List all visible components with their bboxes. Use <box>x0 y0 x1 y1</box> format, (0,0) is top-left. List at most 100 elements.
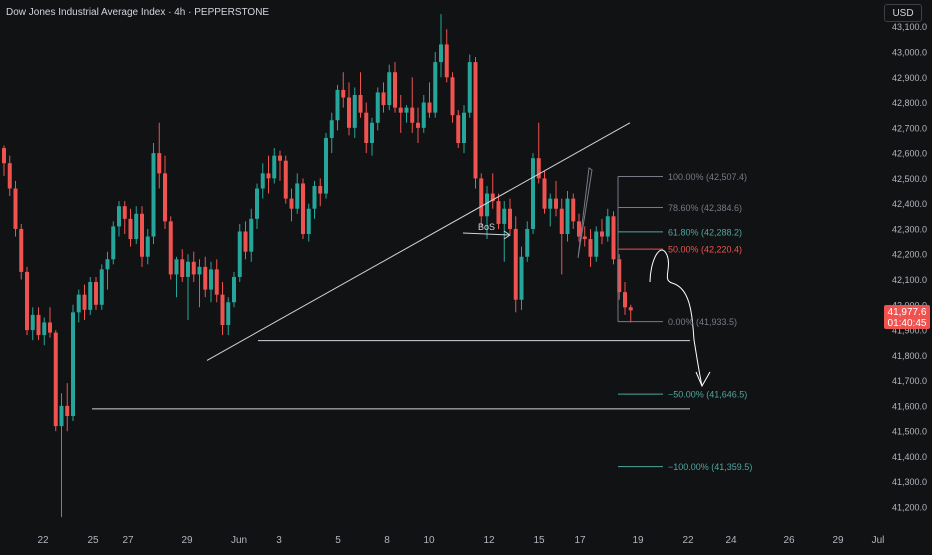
candle-body <box>266 173 271 179</box>
x-tick-label: 10 <box>423 535 435 546</box>
candle-body <box>145 236 150 257</box>
candle <box>387 64 392 111</box>
price-axis[interactable]: 41,200.0 41,300.0 41,400.0 41,500.0 41,600.0… <box>892 22 927 512</box>
currency-button[interactable]: USD <box>884 4 922 22</box>
candle-body <box>289 198 294 209</box>
candle-body <box>393 72 397 108</box>
candle <box>186 254 190 320</box>
candle <box>398 94 403 133</box>
time-axis[interactable]: 22 25 27 29 Jun 3 5 8 10 12 15 17 19 22 24 26 29 Jul <box>37 535 884 546</box>
fib-level-label: −50.00% (41,646.5) <box>668 390 747 400</box>
y-tick-label: 41,900.0 <box>892 326 927 336</box>
candle <box>416 107 420 143</box>
candle-body <box>513 228 518 300</box>
candle-body <box>30 314 35 331</box>
candle <box>410 77 415 133</box>
fib-level-label: −100.00% (41,359.5) <box>668 462 752 472</box>
candle <box>105 251 110 290</box>
candle-body <box>531 158 535 229</box>
x-tick-label: 26 <box>783 535 795 546</box>
candle-body <box>151 153 156 237</box>
candle-body <box>312 185 317 209</box>
candle <box>462 105 466 154</box>
candle <box>289 188 294 222</box>
candle-body <box>111 226 116 260</box>
y-tick-label: 42,700.0 <box>892 123 927 133</box>
y-tick-label: 41,800.0 <box>892 351 927 361</box>
candle <box>203 256 208 298</box>
candle-body <box>485 193 489 217</box>
candle-body <box>456 115 461 143</box>
candle-body <box>186 261 190 277</box>
candle <box>565 191 570 242</box>
candle-body <box>48 322 52 333</box>
candle <box>496 193 501 229</box>
candle-body <box>341 89 346 98</box>
candle <box>623 282 627 315</box>
x-tick-label: 25 <box>87 535 99 546</box>
candle <box>272 148 277 184</box>
candle-body <box>36 314 41 336</box>
x-tick-label: 24 <box>725 535 737 546</box>
candle <box>588 228 593 267</box>
candle-body <box>122 206 127 219</box>
candle-body <box>600 231 604 237</box>
candle <box>48 307 52 338</box>
fib-level-label: 61.80% (42,288.2) <box>668 227 742 237</box>
candle-body <box>565 198 570 234</box>
candle-body <box>301 183 305 234</box>
candle <box>25 266 29 336</box>
candle <box>404 105 409 123</box>
candle <box>82 284 87 320</box>
candle-body <box>571 198 576 222</box>
fib-level-label: 0.00% (41,933.5) <box>668 317 737 327</box>
candle <box>260 163 265 199</box>
candle-body <box>375 92 380 123</box>
candle-body <box>490 193 495 202</box>
candle-body <box>209 269 213 290</box>
candle-body <box>605 216 610 237</box>
fib-level-label: 50.00% (42,220.4) <box>668 245 742 255</box>
candle-body <box>65 405 70 416</box>
candle-body <box>168 221 173 275</box>
candle-body <box>59 405 64 427</box>
candle <box>220 282 225 336</box>
candle-body <box>94 282 98 305</box>
candle <box>157 122 162 189</box>
x-tick-label: 19 <box>632 535 644 546</box>
candle-body <box>71 312 75 416</box>
candle-body <box>582 236 587 240</box>
candle <box>88 276 93 315</box>
fibonacci-layer[interactable]: 100.00% (42,507.4) 78.60% (42,384.6) 61.80… <box>617 172 752 472</box>
y-tick-label: 42,300.0 <box>892 224 927 234</box>
candle-body <box>508 208 512 229</box>
y-tick-label: 42,600.0 <box>892 149 927 159</box>
candle-body <box>404 107 409 113</box>
candle-body <box>398 107 403 113</box>
candle <box>577 213 581 242</box>
candle-body <box>174 259 179 275</box>
candle <box>329 112 334 154</box>
x-tick-label: 17 <box>574 535 586 546</box>
candle-body <box>260 173 265 189</box>
candle <box>571 193 576 229</box>
bos-arrowhead <box>503 230 511 240</box>
candle-body <box>444 44 449 78</box>
candle-body <box>19 228 24 272</box>
candle <box>174 256 179 298</box>
chart-title: Dow Jones Industrial Average Index · 4h … <box>6 7 270 18</box>
trendline[interactable] <box>206 122 631 361</box>
candle <box>128 208 133 247</box>
candle-body <box>554 198 558 209</box>
candle <box>508 198 512 234</box>
candle <box>36 307 41 341</box>
candle-body <box>594 231 599 257</box>
x-tick-label: 5 <box>335 535 341 546</box>
y-tick-label: 41,700.0 <box>892 376 927 386</box>
candle <box>94 276 98 310</box>
candle <box>364 102 369 154</box>
candle-body <box>295 183 300 209</box>
y-tick-label: 41,300.0 <box>892 477 927 487</box>
